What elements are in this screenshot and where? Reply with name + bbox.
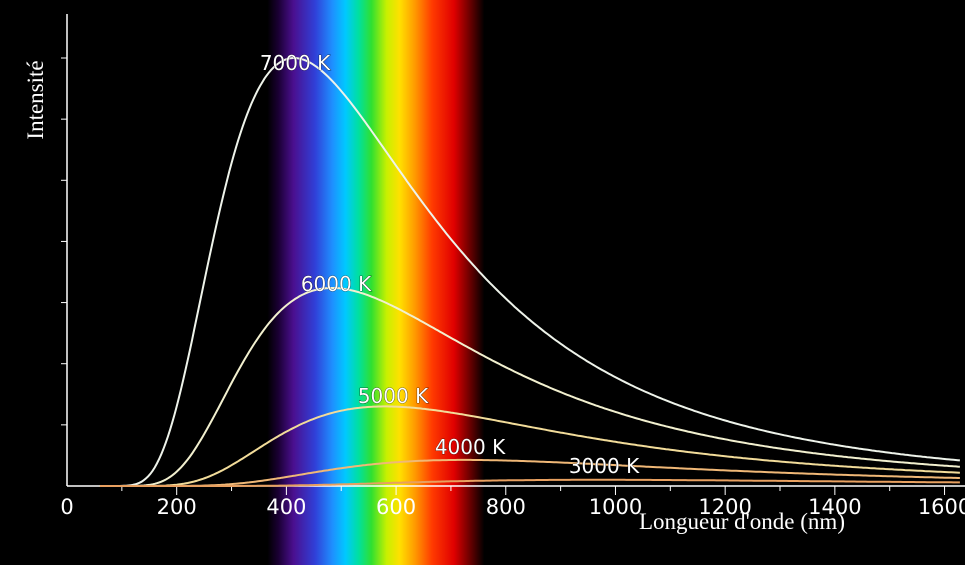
x-axis: 0 200 400 600 800 1000 1200 1400 1600	[60, 485, 965, 519]
y-axis-label: Intensité	[23, 60, 48, 139]
curve-7000k	[99, 57, 960, 487]
curve-3000k	[99, 478, 960, 487]
curve-label-3000k: 3000 K	[569, 454, 640, 478]
curve-label-4000k: 4000 K	[435, 435, 506, 459]
x-tick-label: 1000	[589, 495, 642, 519]
x-tick-label: 200	[157, 495, 197, 519]
curve-label-5000k: 5000 K	[358, 384, 429, 408]
x-tick-label: 0	[60, 495, 73, 519]
x-axis-label: Longueur d'onde (nm)	[639, 509, 845, 534]
x-tick-label: 1400	[808, 495, 861, 519]
x-tick-label: 600	[376, 495, 416, 519]
curve-6000k	[99, 287, 960, 487]
visible-spectrum-band	[267, 0, 485, 565]
curve-label-6000k: 6000 K	[301, 272, 372, 296]
x-tick-label: 1200	[698, 495, 751, 519]
curve-label-7000k: 7000 K	[260, 51, 331, 75]
y-axis	[61, 14, 68, 486]
curve-labels-group: 7000 K 6000 K 5000 K 4000 K 3000 K	[260, 51, 641, 479]
curve-5000k	[99, 405, 960, 487]
curve-4000k	[99, 458, 960, 487]
x-tick-label: 800	[486, 495, 526, 519]
curves-group	[99, 57, 960, 487]
x-tick-label: 1600	[918, 495, 965, 519]
x-tick-label: 400	[266, 495, 306, 519]
